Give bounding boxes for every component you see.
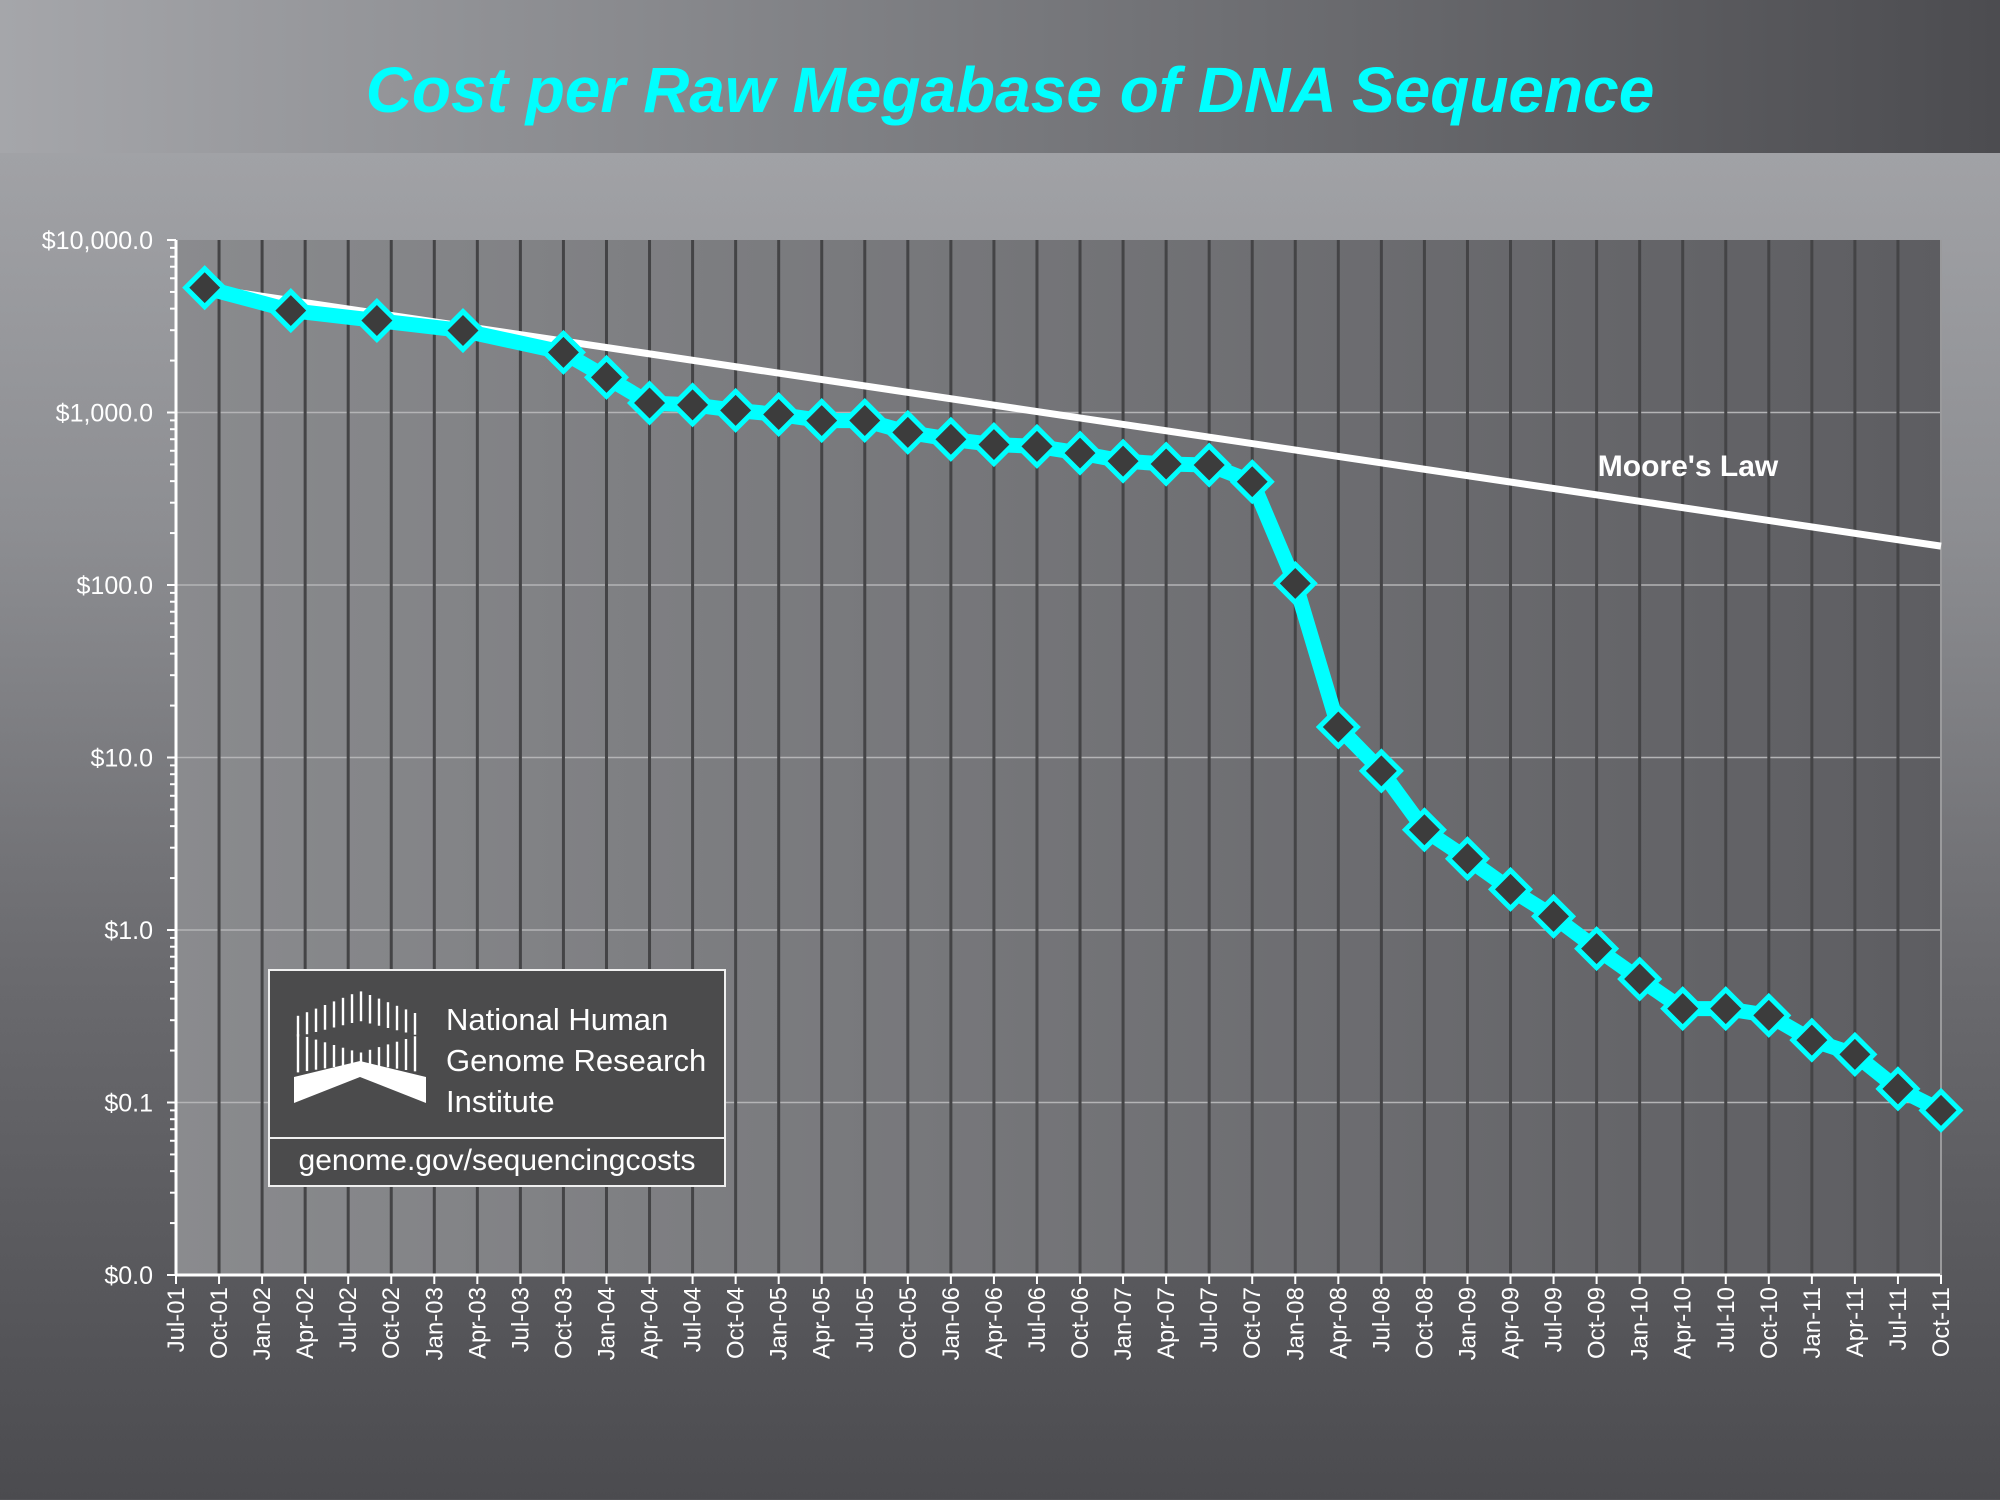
data-point-marker	[1918, 1087, 1964, 1133]
data-point-marker	[1143, 441, 1189, 487]
data-point-marker	[1014, 423, 1060, 469]
x-tick-label: Jul-03	[507, 1287, 534, 1352]
x-tick-label: Jul-04	[680, 1287, 707, 1352]
x-tick-label: Jul-08	[1368, 1287, 1395, 1352]
x-tick-label: Jul-05	[852, 1287, 879, 1352]
x-tick-label: Oct-11	[1928, 1287, 1955, 1357]
x-tick-label: Apr-02	[292, 1287, 319, 1359]
data-point-marker	[885, 409, 931, 455]
data-point-marker	[1401, 807, 1447, 853]
x-tick-label: Jan-05	[766, 1287, 793, 1360]
data-point-marker	[1272, 560, 1318, 606]
data-point-marker	[1186, 442, 1232, 488]
x-tick-label: Jul-09	[1541, 1287, 1568, 1352]
data-point-marker	[1875, 1066, 1921, 1112]
title-band	[0, 0, 2000, 153]
data-point-marker	[756, 391, 802, 437]
nhgri-logo-box: National Human Genome Research Institute…	[268, 969, 726, 1187]
x-tick-label: Oct-08	[1411, 1287, 1438, 1359]
x-tick-label: Jul-11	[1885, 1287, 1912, 1351]
x-tick-label: Jan-02	[249, 1287, 276, 1360]
x-tick-label: Apr-11	[1842, 1287, 1869, 1357]
y-tick-label: $1,000.0	[56, 400, 153, 428]
data-point-marker	[713, 387, 759, 433]
y-tick-label: $10.0	[90, 745, 153, 773]
data-point-marker	[928, 416, 974, 462]
chart-title: Cost per Raw Megabase of DNA Sequence	[365, 54, 1655, 126]
data-point-marker	[182, 265, 228, 311]
x-tick-label: Jan-11	[1799, 1287, 1826, 1359]
org-line: Genome Research	[446, 1043, 707, 1078]
data-point-marker	[1531, 893, 1577, 939]
data-point-marker	[1832, 1031, 1878, 1077]
data-point-marker	[354, 297, 400, 344]
x-tick-label: Jan-09	[1454, 1287, 1481, 1360]
y-tick-label: $1.0	[104, 917, 153, 945]
x-tick-label: Oct-02	[378, 1287, 405, 1359]
data-point-marker	[799, 398, 845, 444]
x-tick-label: Apr-09	[1498, 1287, 1525, 1359]
x-tick-label: Jul-01	[163, 1287, 190, 1352]
x-tick-label: Jan-08	[1282, 1287, 1309, 1360]
data-point-marker	[1358, 748, 1404, 794]
data-point-marker	[1315, 704, 1361, 750]
x-tick-label: Jan-04	[593, 1287, 620, 1360]
y-tick-label: $100.0	[77, 572, 153, 600]
x-tick-label: Jan-03	[421, 1287, 448, 1360]
divider	[270, 1137, 724, 1139]
data-point-marker	[1229, 459, 1275, 505]
org-line: Institute	[446, 1084, 555, 1119]
x-tick-label: Oct-06	[1067, 1287, 1094, 1359]
x-tick-label: Jul-02	[335, 1287, 362, 1352]
x-tick-label: Jul-07	[1196, 1287, 1223, 1352]
x-tick-label: Oct-04	[723, 1287, 750, 1359]
data-point-marker	[268, 288, 314, 334]
x-tick-label: Apr-04	[637, 1287, 664, 1359]
data-point-marker	[1487, 866, 1534, 912]
x-tick-label: Apr-10	[1670, 1287, 1697, 1359]
data-point-marker	[583, 354, 630, 400]
data-point-marker	[440, 308, 486, 354]
y-tick-label: $0.0	[104, 1262, 153, 1290]
org-line: National Human	[446, 1002, 669, 1037]
x-tick-label: Apr-03	[464, 1287, 491, 1359]
x-tick-label: Jan-07	[1110, 1287, 1137, 1360]
data-point-marker	[971, 422, 1017, 468]
data-point-marker	[1660, 986, 1706, 1032]
x-tick-label: Oct-10	[1756, 1287, 1783, 1359]
x-tick-label: Jul-10	[1713, 1287, 1740, 1352]
data-point-marker	[1057, 430, 1103, 476]
data-point-marker	[1746, 992, 1792, 1038]
organization-name: National Human Genome Research Institute	[446, 999, 706, 1122]
x-tick-label: Oct-03	[550, 1287, 577, 1359]
x-tick-label: Apr-07	[1153, 1287, 1180, 1359]
data-point-marker	[1444, 836, 1490, 882]
source-url: genome.gov/sequencingcosts	[298, 1144, 696, 1177]
x-tick-label: Jul-06	[1024, 1287, 1051, 1352]
data-point-marker	[1617, 956, 1663, 1002]
moores-law-annotation: Moore's Law	[1598, 450, 1779, 483]
data-point-marker	[1574, 926, 1620, 972]
data-point-marker	[1100, 438, 1146, 484]
x-tick-label: Apr-08	[1325, 1287, 1352, 1359]
x-tick-label: Jan-10	[1627, 1287, 1654, 1360]
x-tick-label: Oct-01	[206, 1287, 233, 1359]
x-tick-label: Oct-05	[895, 1287, 922, 1359]
x-tick-label: Apr-05	[809, 1287, 836, 1359]
nhgri-logo-icon	[294, 991, 426, 1103]
data-point-marker	[842, 397, 888, 444]
y-tick-label: $0.1	[104, 1090, 153, 1118]
x-tick-label: Jan-06	[938, 1287, 965, 1360]
data-point-marker	[627, 380, 673, 426]
x-tick-label: Oct-09	[1584, 1287, 1611, 1359]
x-tick-label: Oct-07	[1239, 1287, 1266, 1359]
x-tick-label: Apr-06	[981, 1287, 1008, 1359]
data-point-marker	[540, 329, 586, 375]
data-point-marker	[1789, 1017, 1835, 1063]
data-point-marker	[1703, 986, 1749, 1032]
data-point-marker	[670, 382, 716, 428]
y-tick-label: $10,000.0	[42, 227, 153, 255]
